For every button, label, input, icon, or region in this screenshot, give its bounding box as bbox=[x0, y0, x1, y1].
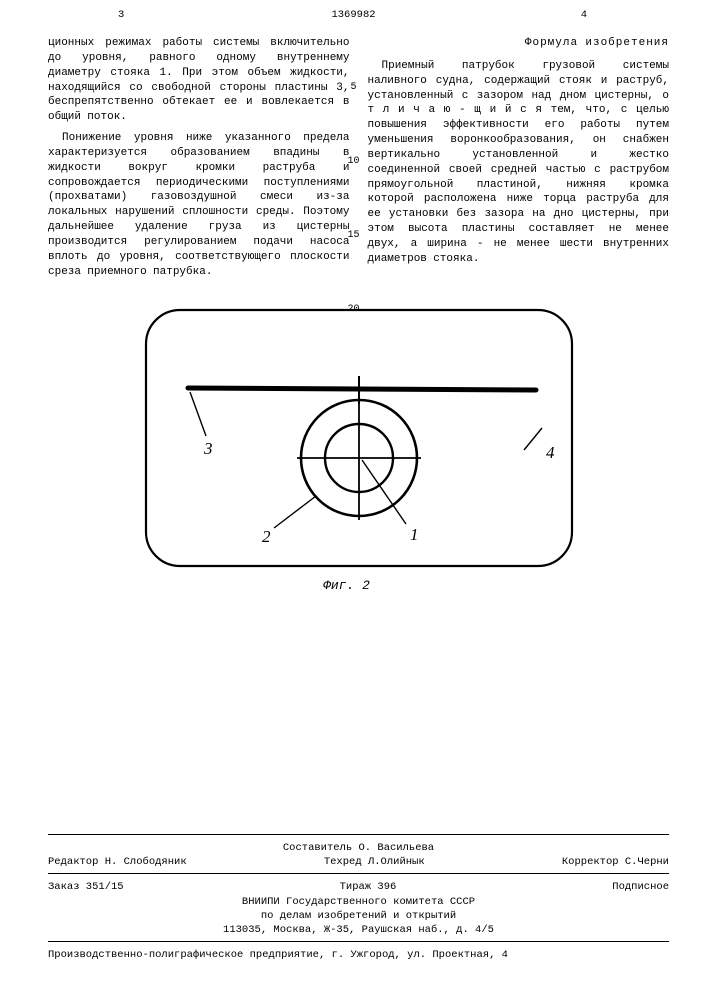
right-para-1: Приемный патрубок грузовой системы налив… bbox=[368, 59, 670, 267]
text-columns: ционных режимах работы системы включител… bbox=[48, 36, 669, 286]
footer-printer: Производственно-полиграфическое предприя… bbox=[48, 948, 669, 962]
footer-corrector: Корректор С.Черни bbox=[562, 855, 669, 869]
page-number-left: 3 bbox=[118, 8, 124, 22]
footer-compiler: Составитель О. Васильева bbox=[48, 841, 669, 855]
label-2: 2 bbox=[262, 527, 271, 546]
left-para-1: ционных режимах работы системы включител… bbox=[48, 36, 350, 125]
footer-rule-1 bbox=[48, 834, 669, 835]
footer-rule-2 bbox=[48, 873, 669, 874]
leader-4 bbox=[524, 428, 542, 450]
label-4: 4 bbox=[546, 443, 555, 462]
patent-number: 1369982 bbox=[331, 8, 375, 22]
leader-3 bbox=[190, 392, 206, 436]
footer-order: Заказ 351/15 bbox=[48, 880, 124, 894]
footer-rule-3 bbox=[48, 941, 669, 942]
footer-techred: Техред Л.Олийнык bbox=[324, 855, 425, 869]
figure-svg: 3 2 1 4 bbox=[144, 308, 574, 568]
footer-addr: 113035, Москва, Ж-35, Раушская наб., д. … bbox=[48, 923, 669, 937]
footer-editor: Редактор Н. Слободяник bbox=[48, 855, 187, 869]
formula-heading: Формула изобретения bbox=[368, 36, 670, 51]
footer-staff-row: Редактор Н. Слободяник Техред Л.Олийнык … bbox=[48, 855, 669, 869]
footer-org1: ВНИИПИ Государственного комитета СССР bbox=[48, 895, 669, 909]
footer-order-row: Заказ 351/15 Тираж 396 Подписное bbox=[48, 880, 669, 894]
figure-caption: Фиг. 2 bbox=[132, 577, 562, 595]
page: 3 1369982 4 ционных режимах работы систе… bbox=[0, 0, 707, 1000]
right-column: Формула изобретения Приемный патрубок гр… bbox=[368, 36, 670, 286]
figure-2: 3 2 1 4 Фиг. 2 bbox=[144, 308, 574, 595]
left-para-2: Понижение уровня ниже указанного предела… bbox=[48, 131, 350, 279]
leader-2 bbox=[274, 496, 316, 528]
label-1: 1 bbox=[410, 525, 419, 544]
footer-tirazh: Тираж 396 bbox=[340, 880, 397, 894]
page-number-right: 4 bbox=[581, 8, 587, 22]
label-3: 3 bbox=[203, 439, 213, 458]
plate-bar bbox=[188, 388, 536, 390]
footer: Составитель О. Васильева Редактор Н. Сло… bbox=[48, 830, 669, 962]
left-column: ционных режимах работы системы включител… bbox=[48, 36, 350, 286]
footer-sub: Подписное bbox=[612, 880, 669, 894]
footer-org2: по делам изобретений и открытий bbox=[48, 909, 669, 923]
